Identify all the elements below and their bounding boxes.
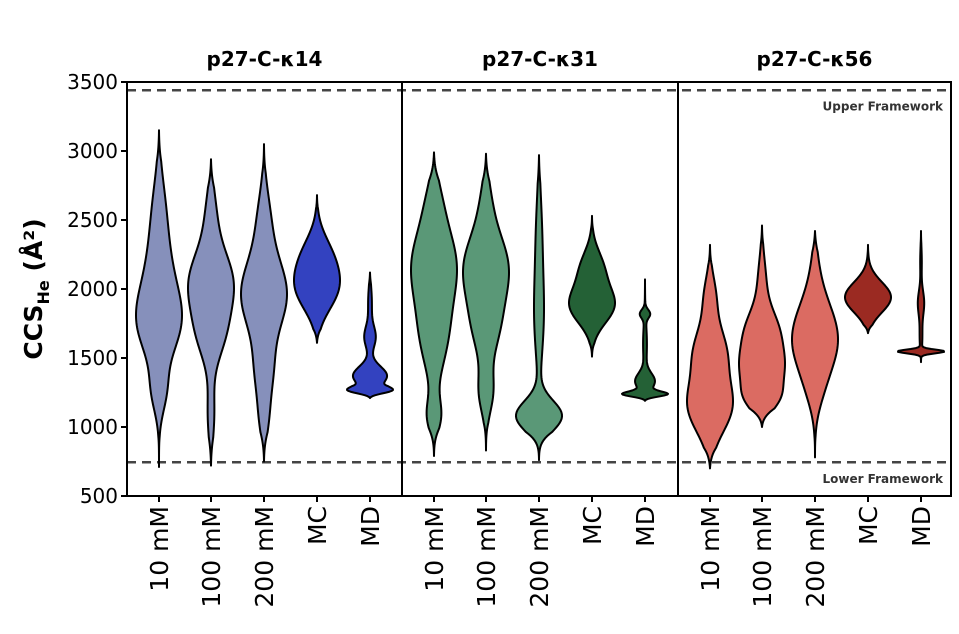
y-tick-label-3000: 3000 [67,139,118,163]
x-tick-label-2-200-mm: 200 mM [525,506,554,608]
violin-1-10-mm [135,129,183,469]
violin-3-100-mm [738,224,786,428]
y-tick-label-3500: 3500 [67,70,118,94]
x-tick-label-3-100-mm: 100 mM [748,506,777,608]
violin-1-200-mm [240,143,288,463]
x-tick-label-1-mc: MC [303,506,332,545]
x-tick-label-1-100-mm: 100 mM [197,506,226,608]
violin-3-200-mm [791,230,839,459]
x-tick-label-2-100-mm: 100 mM [472,506,501,608]
x-tick-label-3-10-mm: 10 mM [696,506,725,592]
violin-3-md [897,230,945,364]
y-axis-label: CCSHe (Å²) [19,218,53,359]
violin-2-200-mm [515,154,563,462]
violin-1-mc [293,194,341,344]
x-tick-label-1-10-mm: 10 mM [145,506,174,592]
violins [135,129,945,470]
y-axis-label-unit: (Å²) [19,218,48,280]
violin-2-10-mm [410,151,458,457]
x-tick-label-3-md: MD [907,506,936,547]
reference-label-upper: Upper Framework [823,99,944,113]
panel-title-3: p27-C-κ56 [757,47,873,71]
y-tick-label-2000: 2000 [67,277,118,301]
x-tick-label-1-md: MD [356,506,385,547]
y-axis: 500 1000 1500 2000 2500 3000 3500 [67,70,127,508]
violin-3-mc [844,243,892,335]
x-tick-label-2-mc: MC [578,506,607,545]
violin-2-md [621,278,669,402]
x-tick-label-1-200-mm: 200 mM [250,506,279,608]
y-tick-label-1000: 1000 [67,415,118,439]
panel-titles: p27-C-κ14 p27-C-κ31 p27-C-κ56 [207,47,873,71]
violin-1-md [346,271,394,400]
y-axis-label-main: CCS [19,304,48,359]
y-tick-label-1500: 1500 [67,346,118,370]
panel-title-2: p27-C-κ31 [482,47,598,71]
y-tick-label-2500: 2500 [67,208,118,232]
x-tick-label-3-200-mm: 200 mM [801,506,830,608]
x-tick-label-3-mc: MC [854,506,883,545]
y-tick-label-500: 500 [80,484,118,508]
violin-2-mc [568,214,616,358]
violin-1-100-mm [187,158,235,467]
reference-label-lower: Lower Framework [822,472,944,486]
x-axis-labels: 10 mM 100 mM 200 mM MC MD 10 mM 100 mM 200 mM MC… [145,496,936,608]
y-axis-label-sub: He [34,280,53,304]
x-tick-label-2-10-mm: 10 mM [420,506,449,592]
violin-3-10-mm [686,243,734,470]
panel-title-1: p27-C-κ14 [207,47,323,71]
violin-2-100-mm [462,152,510,452]
x-tick-label-2-md: MD [631,506,660,547]
